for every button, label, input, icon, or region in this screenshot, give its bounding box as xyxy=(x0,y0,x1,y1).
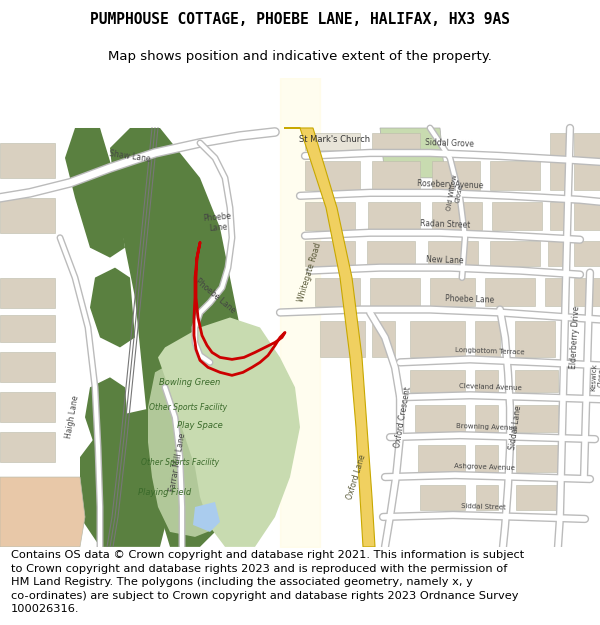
Polygon shape xyxy=(305,202,355,230)
Text: Other Sports Facility: Other Sports Facility xyxy=(141,458,219,467)
Polygon shape xyxy=(305,241,355,266)
Text: Ashgrove Avenue: Ashgrove Avenue xyxy=(454,463,515,471)
Polygon shape xyxy=(485,278,535,306)
Polygon shape xyxy=(0,477,85,547)
Polygon shape xyxy=(372,321,395,357)
Text: Farrar Mill Lane: Farrar Mill Lane xyxy=(169,432,188,492)
Polygon shape xyxy=(0,392,55,422)
Polygon shape xyxy=(372,133,420,150)
Polygon shape xyxy=(490,241,540,266)
Polygon shape xyxy=(475,445,498,472)
Polygon shape xyxy=(516,445,558,472)
Text: New Lane: New Lane xyxy=(426,256,464,266)
Polygon shape xyxy=(148,348,260,537)
Text: Other Sports Facility: Other Sports Facility xyxy=(149,402,227,412)
Polygon shape xyxy=(550,202,568,230)
Polygon shape xyxy=(367,241,415,266)
Polygon shape xyxy=(110,128,250,547)
Polygon shape xyxy=(475,405,498,432)
Polygon shape xyxy=(284,128,375,547)
Polygon shape xyxy=(410,321,465,357)
Polygon shape xyxy=(515,405,558,432)
Polygon shape xyxy=(516,485,558,510)
Polygon shape xyxy=(550,133,568,190)
Polygon shape xyxy=(515,321,555,357)
Polygon shape xyxy=(315,278,360,306)
Polygon shape xyxy=(0,316,55,342)
Text: Elderberry Drive: Elderberry Drive xyxy=(569,306,581,369)
Text: Old Willow
Close: Old Willow Close xyxy=(446,174,466,212)
Polygon shape xyxy=(85,378,130,457)
Polygon shape xyxy=(574,278,600,306)
Text: Rosebery Avenue: Rosebery Avenue xyxy=(417,179,483,191)
Polygon shape xyxy=(476,485,498,510)
Text: Bowling Green: Bowling Green xyxy=(160,378,221,387)
Polygon shape xyxy=(0,432,55,462)
Polygon shape xyxy=(368,202,420,230)
Polygon shape xyxy=(380,128,445,178)
Polygon shape xyxy=(0,198,55,232)
Polygon shape xyxy=(574,133,600,190)
Text: Play Space: Play Space xyxy=(177,421,223,430)
Polygon shape xyxy=(432,202,482,230)
Polygon shape xyxy=(420,485,465,510)
Polygon shape xyxy=(545,278,565,306)
Text: Phoebe Lane: Phoebe Lane xyxy=(193,276,237,315)
Polygon shape xyxy=(418,445,465,472)
Polygon shape xyxy=(370,278,420,306)
Polygon shape xyxy=(305,161,360,190)
Polygon shape xyxy=(432,161,480,190)
Text: Siddal Grove: Siddal Grove xyxy=(425,138,475,148)
Text: Contains OS data © Crown copyright and database right 2021. This information is : Contains OS data © Crown copyright and d… xyxy=(11,550,524,614)
Text: Longbottom Terrace: Longbottom Terrace xyxy=(455,347,525,356)
Polygon shape xyxy=(80,128,105,208)
Text: Radan Street: Radan Street xyxy=(420,219,470,230)
Text: Keswick
Close: Keswick Close xyxy=(591,363,600,391)
Text: Playing Field: Playing Field xyxy=(139,488,191,496)
Polygon shape xyxy=(574,202,600,230)
Polygon shape xyxy=(492,202,542,230)
Polygon shape xyxy=(415,405,465,432)
Polygon shape xyxy=(515,371,558,392)
Polygon shape xyxy=(0,352,55,382)
Text: Cleveland Avenue: Cleveland Avenue xyxy=(458,383,521,391)
Polygon shape xyxy=(305,133,360,150)
Polygon shape xyxy=(475,371,498,392)
Polygon shape xyxy=(90,268,135,348)
Text: Phoebe Lane: Phoebe Lane xyxy=(445,294,495,305)
Polygon shape xyxy=(0,143,55,178)
Polygon shape xyxy=(0,278,55,308)
Text: Siddal Street: Siddal Street xyxy=(461,503,505,511)
Text: Phoebe
Lane: Phoebe Lane xyxy=(203,212,233,234)
Text: Haigh Lane: Haigh Lane xyxy=(64,395,80,439)
Polygon shape xyxy=(80,408,170,547)
Polygon shape xyxy=(372,161,420,190)
Polygon shape xyxy=(410,371,465,392)
Polygon shape xyxy=(430,278,475,306)
Text: Oxford Crescent: Oxford Crescent xyxy=(393,386,413,449)
Text: St Mark's Church: St Mark's Church xyxy=(299,136,371,144)
Polygon shape xyxy=(320,321,365,357)
Text: Map shows position and indicative extent of the property.: Map shows position and indicative extent… xyxy=(108,50,492,62)
Polygon shape xyxy=(193,502,220,532)
Polygon shape xyxy=(158,318,300,547)
Polygon shape xyxy=(490,161,540,190)
Polygon shape xyxy=(548,241,568,266)
Text: Whitegate Road: Whitegate Road xyxy=(297,242,323,303)
Text: Browning Avenue: Browning Avenue xyxy=(457,423,518,431)
Polygon shape xyxy=(428,241,478,266)
Text: Siddal Lane: Siddal Lane xyxy=(508,404,524,450)
Text: Shaw Lane: Shaw Lane xyxy=(109,149,151,163)
Text: Oxford Lane: Oxford Lane xyxy=(345,454,367,501)
Polygon shape xyxy=(574,241,600,266)
Text: PUMPHOUSE COTTAGE, PHOEBE LANE, HALIFAX, HX3 9AS: PUMPHOUSE COTTAGE, PHOEBE LANE, HALIFAX,… xyxy=(90,12,510,27)
Polygon shape xyxy=(475,321,500,357)
Polygon shape xyxy=(65,128,125,258)
